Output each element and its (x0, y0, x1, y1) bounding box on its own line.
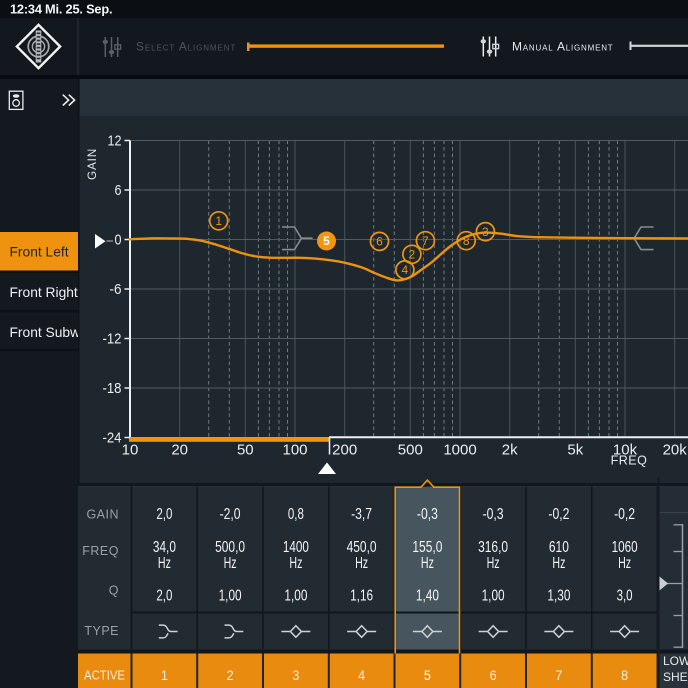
svg-text:-2,0: -2,0 (220, 506, 241, 523)
svg-text:12:34: 12:34 (10, 2, 43, 17)
svg-text:-0,3: -0,3 (483, 506, 504, 523)
svg-text:1,00: 1,00 (482, 588, 505, 605)
svg-text:6: 6 (115, 182, 122, 199)
svg-text:-6: -6 (110, 281, 122, 298)
svg-text:Q: Q (109, 584, 119, 598)
svg-text:-3,7: -3,7 (351, 506, 372, 523)
svg-text:20: 20 (171, 442, 188, 459)
svg-text:-0,3: -0,3 (417, 506, 438, 523)
svg-text:GAIN: GAIN (85, 148, 99, 180)
svg-text:2: 2 (227, 668, 234, 683)
svg-text:Hz: Hz (158, 555, 171, 572)
svg-text:450,0: 450,0 (347, 539, 377, 556)
svg-text:FREQ: FREQ (611, 454, 648, 468)
svg-text:10: 10 (122, 442, 139, 459)
svg-text:-12: -12 (103, 331, 122, 348)
svg-text:Hz: Hz (552, 555, 565, 572)
svg-text:8: 8 (463, 234, 470, 248)
svg-text:5: 5 (424, 668, 431, 683)
svg-text:0,8: 0,8 (288, 506, 304, 523)
svg-text:-0,2: -0,2 (548, 506, 569, 523)
svg-text:316,0: 316,0 (478, 539, 508, 556)
svg-text:5k: 5k (567, 442, 583, 459)
svg-text:Hz: Hz (355, 555, 368, 572)
svg-text:Hz: Hz (421, 555, 434, 572)
svg-text:Select Alignment: Select Alignment (136, 40, 236, 54)
svg-text:Hz: Hz (289, 555, 302, 572)
svg-text:610: 610 (549, 539, 569, 556)
svg-text:1000: 1000 (443, 442, 476, 459)
svg-text:7: 7 (422, 234, 429, 248)
svg-text:ACTIVE: ACTIVE (84, 669, 125, 683)
svg-text:Mi. 25. Sep.: Mi. 25. Sep. (45, 2, 112, 17)
svg-text:LOW: LOW (663, 654, 688, 668)
svg-text:SHELF: SHELF (663, 670, 688, 684)
svg-text:8: 8 (621, 668, 628, 683)
svg-text:2k: 2k (502, 442, 518, 459)
svg-text:5: 5 (323, 234, 330, 248)
svg-text:1,00: 1,00 (284, 588, 307, 605)
svg-text:2,0: 2,0 (156, 588, 172, 605)
svg-text:20k: 20k (663, 442, 688, 459)
svg-text:4: 4 (358, 668, 365, 683)
svg-text:GAIN: GAIN (86, 508, 119, 522)
svg-text:1400: 1400 (283, 539, 309, 556)
svg-text:2,0: 2,0 (156, 506, 172, 523)
svg-text:Front Subwoofer: Front Subwoofer (10, 325, 112, 340)
svg-text:0: 0 (115, 232, 122, 249)
svg-text:200: 200 (332, 442, 357, 459)
svg-text:Front Left: Front Left (10, 245, 69, 260)
svg-text:12: 12 (108, 133, 122, 150)
svg-text:155,0: 155,0 (412, 539, 442, 556)
svg-text:1: 1 (215, 214, 222, 228)
svg-text:10k: 10k (613, 442, 638, 459)
svg-text:4: 4 (402, 263, 409, 277)
svg-text:2: 2 (409, 248, 416, 262)
svg-text:Manual Alignment: Manual Alignment (512, 40, 613, 54)
svg-text:FREQ: FREQ (82, 544, 119, 558)
svg-text:3,0: 3,0 (617, 588, 633, 605)
svg-text:-24: -24 (103, 430, 122, 447)
svg-text:6: 6 (376, 235, 383, 249)
svg-text:Front Right: Front Right (10, 285, 78, 300)
svg-text:TYPE: TYPE (84, 624, 119, 638)
svg-text:6: 6 (490, 668, 497, 683)
svg-text:500: 500 (398, 442, 423, 459)
svg-text:1,00: 1,00 (219, 588, 242, 605)
svg-text:100: 100 (282, 442, 307, 459)
svg-text:Hz: Hz (224, 555, 237, 572)
svg-text:1,16: 1,16 (350, 588, 373, 605)
svg-text:1060: 1060 (612, 539, 638, 556)
svg-text:50: 50 (237, 442, 254, 459)
svg-text:Hz: Hz (618, 555, 631, 572)
svg-text:1,40: 1,40 (416, 588, 439, 605)
svg-text:3: 3 (482, 225, 489, 239)
svg-text:7: 7 (555, 668, 562, 683)
svg-text:-18: -18 (103, 380, 122, 397)
svg-text:34,0: 34,0 (153, 539, 176, 556)
svg-text:Hz: Hz (487, 555, 500, 572)
svg-text:1: 1 (161, 668, 168, 683)
svg-text:-0,2: -0,2 (614, 506, 635, 523)
svg-text:500,0: 500,0 (215, 539, 245, 556)
svg-text:3: 3 (292, 668, 299, 683)
svg-text:1,30: 1,30 (547, 588, 570, 605)
